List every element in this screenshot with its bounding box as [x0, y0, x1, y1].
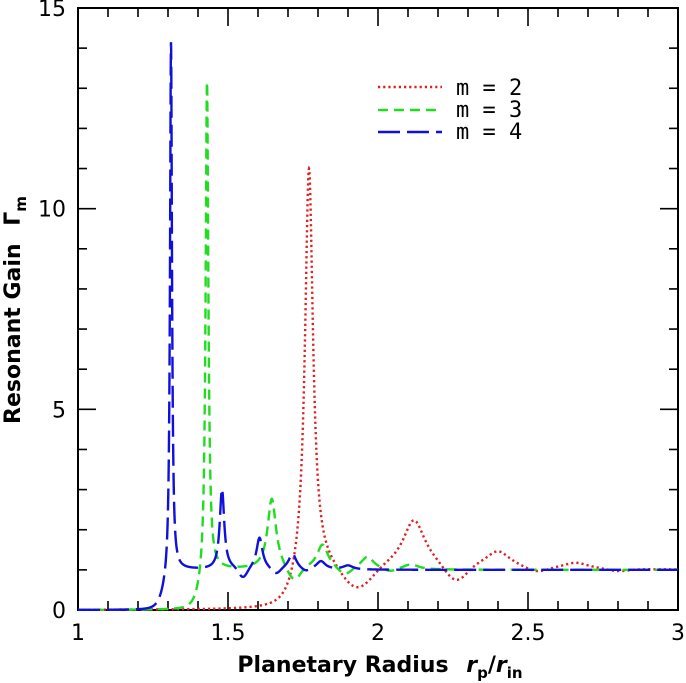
x-tick-label: 2	[371, 621, 385, 646]
y-tick-label: 15	[38, 0, 66, 22]
series-lines	[78, 42, 678, 612]
legend-label-m4: m = 4	[456, 120, 522, 145]
x-tick-label: 1.5	[211, 621, 246, 646]
y-axis-label-var: Γ	[1, 212, 26, 226]
axis-ticks	[77, 7, 679, 611]
y-tick-label: 5	[52, 398, 66, 423]
axis-tick-labels: 1 1.5 2 2.5 3 0 5 10 15	[38, 0, 685, 646]
x-tick-label: 1	[71, 621, 85, 646]
y-axis-label: Resonant Gain Γm	[1, 196, 30, 424]
x-tick-label: 2.5	[511, 621, 546, 646]
x-axis-label-sep: /	[488, 653, 497, 678]
y-tick-label: 0	[52, 599, 66, 624]
x-axis-label-var2: r	[496, 653, 508, 678]
legend-label-m3: m = 3	[456, 98, 522, 123]
x-axis-label-text: Planetary Radius	[237, 653, 448, 678]
x-axis-label-sub: p	[477, 664, 488, 682]
x-axis-label: Planetary Radius rp/rin	[237, 653, 522, 682]
x-axis-label-var: r	[466, 653, 478, 678]
legend-label-m2: m = 2	[456, 76, 522, 101]
y-axis-label-sub: m	[12, 196, 30, 212]
series-line-0	[78, 165, 678, 611]
y-tick-label: 10	[38, 198, 66, 223]
y-axis-label-text: Resonant Gain	[1, 243, 26, 424]
legend: m = 2 m = 3 m = 4	[378, 76, 522, 145]
series-line-2	[78, 42, 678, 612]
x-axis-label-sub2: in	[507, 664, 523, 682]
x-tick-label: 3	[671, 621, 685, 646]
